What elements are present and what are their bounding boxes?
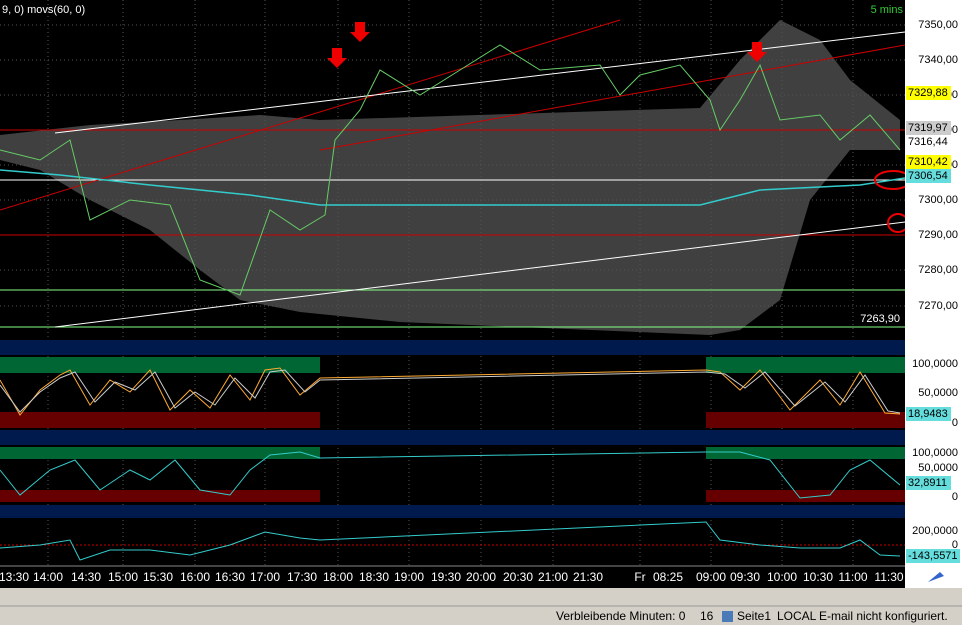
oversold-zone: [706, 412, 905, 428]
panel-tick: 100,0000: [912, 447, 958, 459]
trend-line: [319, 44, 906, 151]
oversold-zone: [706, 490, 905, 502]
marker-box: [906, 549, 960, 563]
price-tick: 7290,00: [918, 229, 958, 241]
arrow: [350, 22, 370, 42]
marker-box: [906, 135, 951, 149]
panel-tick: 100,0000: [912, 358, 958, 370]
arrow: [747, 42, 767, 62]
time-label: 15:30: [143, 570, 173, 584]
panel-marker: 32,8911: [908, 477, 947, 489]
low-label: 7263,90: [860, 313, 900, 325]
time-label: 18:00: [323, 570, 353, 584]
panel-tick: 50,0000: [918, 387, 958, 399]
overbought-zone: [706, 447, 905, 459]
time-label: 11:00: [838, 570, 867, 584]
time-label: 10:00: [767, 570, 797, 584]
trend-line: [0, 19, 621, 211]
stochastic-line: [0, 367, 901, 416]
price-series: [0, 44, 901, 296]
time-label: 21:30: [573, 570, 603, 584]
panel-tick: 0: [952, 491, 958, 503]
marker-box: [906, 169, 951, 183]
marker-box: [906, 155, 951, 169]
price-tick: 7280,00: [918, 264, 958, 276]
time-label: 16:00: [180, 570, 210, 584]
price-tick: 7350,00: [918, 19, 958, 31]
time-label: 11:30: [874, 570, 903, 584]
time-label: 14:30: [71, 570, 101, 584]
time-label: 20:00: [466, 570, 496, 584]
price-marker: 7316,44: [908, 136, 948, 148]
separator: [0, 505, 905, 518]
status-remaining: Verbleibende Minuten: 0: [556, 609, 686, 623]
status-mode: LOCAL: [777, 609, 817, 623]
price-marker: 7319,97: [908, 122, 948, 134]
time-label: 10:30: [803, 570, 833, 584]
bollinger-band: [0, 20, 900, 335]
price-marker: 7306,54: [908, 170, 948, 182]
oversold-zone: [0, 412, 320, 428]
panel-tick: 200,0000: [912, 525, 958, 537]
trend-line: [54, 31, 906, 134]
panel-marker: 18,9483: [908, 408, 948, 420]
status-count: 16: [700, 609, 714, 623]
overbought-zone: [0, 357, 320, 373]
time-axis: [0, 565, 905, 588]
price-marker: 7329,88: [908, 87, 948, 99]
price-tick: 7270,00: [918, 300, 958, 312]
status-page: Seite1: [737, 609, 771, 623]
panel-tick: 0: [952, 417, 958, 429]
oversold-zone: [0, 490, 320, 502]
time-label: 17:30: [287, 570, 317, 584]
timeframe: 5 mins: [871, 4, 904, 16]
price-marker: 7310,42: [908, 156, 948, 168]
moving-average: [0, 169, 906, 206]
cursor-icon[interactable]: [928, 572, 944, 582]
time-label: 13:30: [0, 570, 29, 584]
overbought-zone: [0, 447, 320, 459]
stochastic-line: [0, 369, 901, 414]
time-label: Fr: [634, 570, 645, 584]
time-label: 19:00: [394, 570, 424, 584]
marker-box: [906, 121, 951, 135]
time-label: 08:25: [653, 570, 683, 584]
trend-line: [54, 221, 906, 328]
indicator-label: 9, 0) movs(60, 0): [2, 4, 85, 16]
panel-tick: 50,0000: [918, 462, 958, 474]
separator: [0, 430, 905, 445]
time-label: 19:30: [431, 570, 461, 584]
time-label: 16:30: [215, 570, 245, 584]
time-label: 09:30: [730, 570, 760, 584]
price-tick: 7340,00: [918, 54, 958, 66]
page-icon: [722, 611, 733, 622]
time-label: 14:00: [33, 570, 63, 584]
marker-box: [906, 476, 951, 490]
indicator-line: [0, 521, 901, 561]
marker-box: [906, 86, 951, 100]
time-label: 21:00: [538, 570, 568, 584]
panel-tick: 0: [952, 539, 958, 551]
time-label: 18:30: [359, 570, 389, 584]
indicator-line: [0, 451, 901, 499]
marker-box: [906, 407, 951, 421]
time-label: 20:30: [503, 570, 533, 584]
time-label: 17:00: [250, 570, 280, 584]
status-email: E-mail nicht konfiguriert.: [819, 609, 948, 623]
separator: [0, 340, 905, 355]
time-label: 15:00: [108, 570, 138, 584]
time-label: 09:00: [696, 570, 726, 584]
overbought-zone: [706, 357, 905, 373]
arrow: [327, 48, 347, 68]
price-tick: 7300,00: [918, 194, 958, 206]
panel-marker: -143,5571: [908, 550, 958, 562]
time-labels: 13:30 14:00 14:30 15:00 15:30 16:00 16:30 17:00…: [0, 570, 904, 584]
